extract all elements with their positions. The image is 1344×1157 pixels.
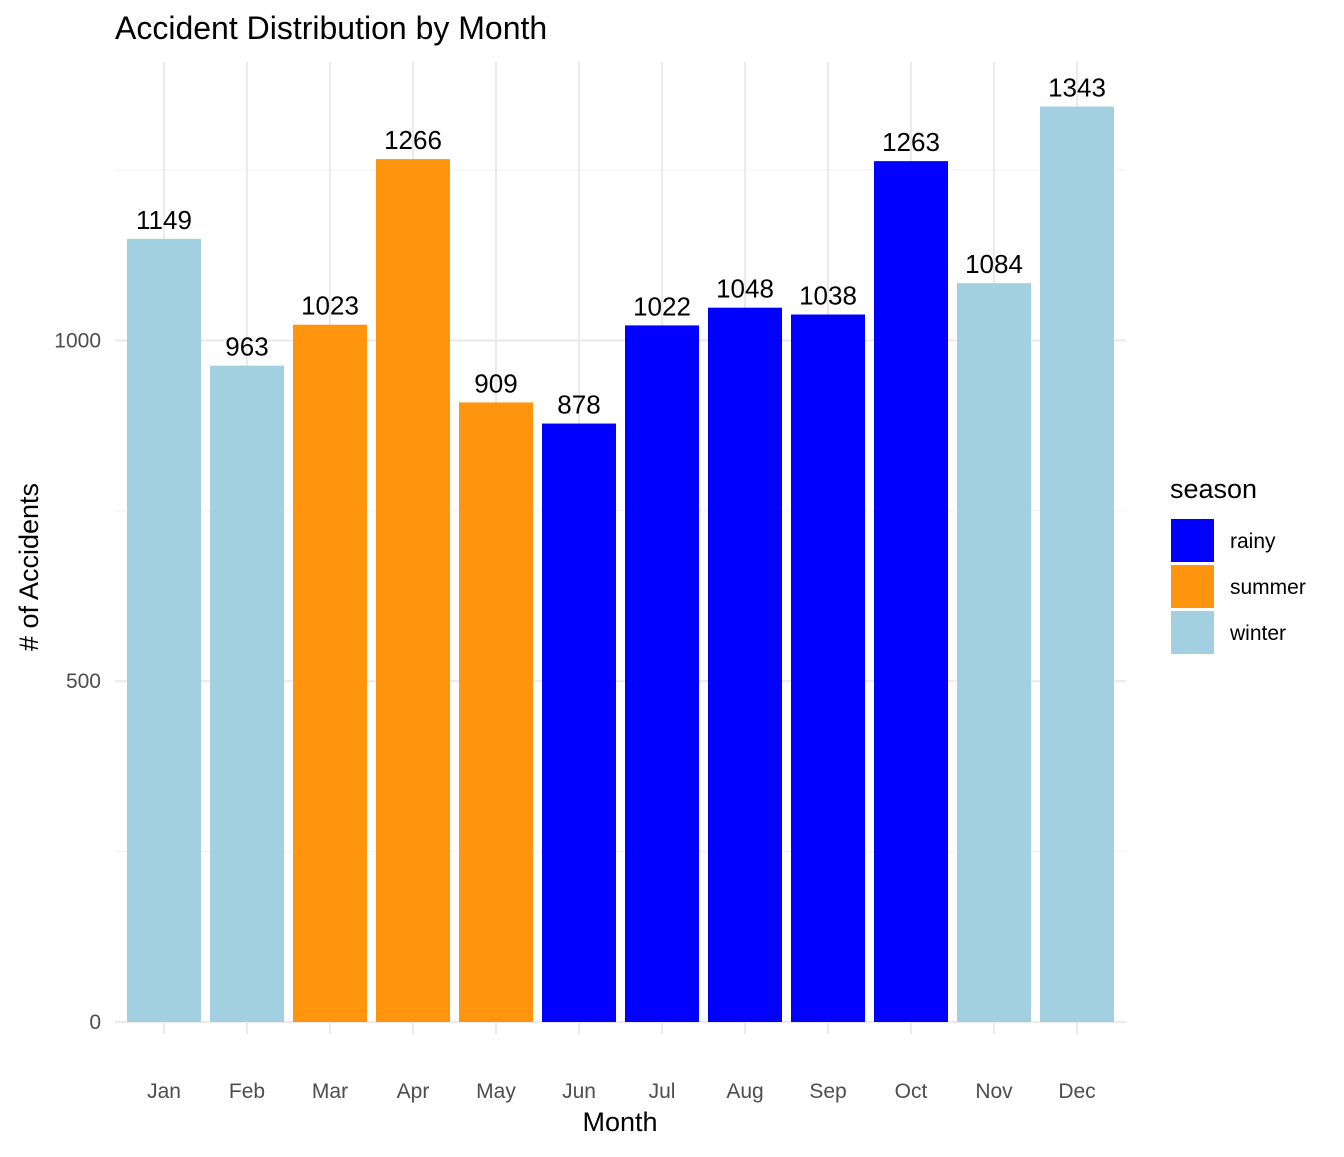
x-tick-label: Jul (649, 1080, 676, 1103)
legend-key-summer (1171, 565, 1214, 608)
bar-value-label: 1263 (882, 127, 940, 157)
x-tick-label: Aug (726, 1080, 763, 1103)
bar-jun (542, 423, 616, 1023)
bar-label-layer: 1149 963 1023 1266 909 878 1022 1048 1038 1263 108… (136, 73, 1106, 420)
bar-value-label: 1084 (965, 249, 1023, 279)
bar-oct (874, 161, 948, 1022)
y-tick-label: 1000 (54, 329, 101, 352)
bar-value-label: 1266 (384, 125, 442, 155)
bar-value-label: 878 (557, 390, 600, 420)
legend-label-rainy: rainy (1230, 530, 1276, 553)
chart-title: Accident Distribution by Month (115, 10, 547, 46)
x-tick-label: Nov (975, 1080, 1013, 1103)
y-axis-title: # of Accidents (14, 483, 44, 651)
bar-value-label: 1048 (716, 274, 774, 304)
x-tick-label: Jan (147, 1080, 181, 1103)
bar-may (459, 402, 533, 1022)
bar-jul (625, 325, 699, 1022)
bar-jan (127, 238, 201, 1022)
x-tick-label: Mar (312, 1080, 348, 1103)
x-tick-label: May (476, 1080, 516, 1103)
bar-aug (708, 307, 782, 1022)
x-tick-label: Oct (895, 1080, 928, 1103)
bar-value-label: 1149 (136, 205, 192, 235)
legend-key-rainy (1171, 519, 1214, 562)
bar-apr (376, 159, 450, 1022)
x-tick-label: Feb (229, 1080, 265, 1103)
bar-value-label: 1038 (799, 280, 857, 310)
x-axis-title: Month (582, 1107, 657, 1137)
bar-mar (293, 324, 367, 1022)
legend-key-winter (1171, 611, 1214, 654)
bar-value-label: 1022 (633, 291, 691, 321)
x-tick-label: Dec (1058, 1080, 1095, 1103)
bar-sep (791, 314, 865, 1022)
y-tick-label: 0 (89, 1011, 101, 1034)
bar-dec (1040, 106, 1114, 1022)
bar-nov (957, 283, 1031, 1022)
bar-value-label: 963 (225, 332, 268, 362)
x-tick-label: Jun (562, 1080, 596, 1103)
y-tick-label: 500 (66, 670, 101, 693)
bar-value-label: 1343 (1048, 73, 1106, 103)
legend-items: rainy summer winter (1171, 519, 1306, 654)
axis-layer: 0 500 1000 Jan Feb Mar Apr May Jun Jul Aug Sep Oct No… (54, 329, 1095, 1103)
legend: season rainy summer winter (1170, 474, 1306, 654)
bar-layer (127, 106, 1114, 1023)
legend-label-winter: winter (1229, 622, 1286, 645)
bar-value-label: 909 (474, 368, 517, 398)
x-tick-label: Apr (397, 1080, 430, 1103)
bar-value-label: 1023 (301, 291, 359, 321)
x-tick-label: Sep (809, 1080, 846, 1103)
legend-title: season (1170, 474, 1257, 504)
legend-label-summer: summer (1230, 576, 1306, 599)
bar-feb (210, 365, 284, 1022)
